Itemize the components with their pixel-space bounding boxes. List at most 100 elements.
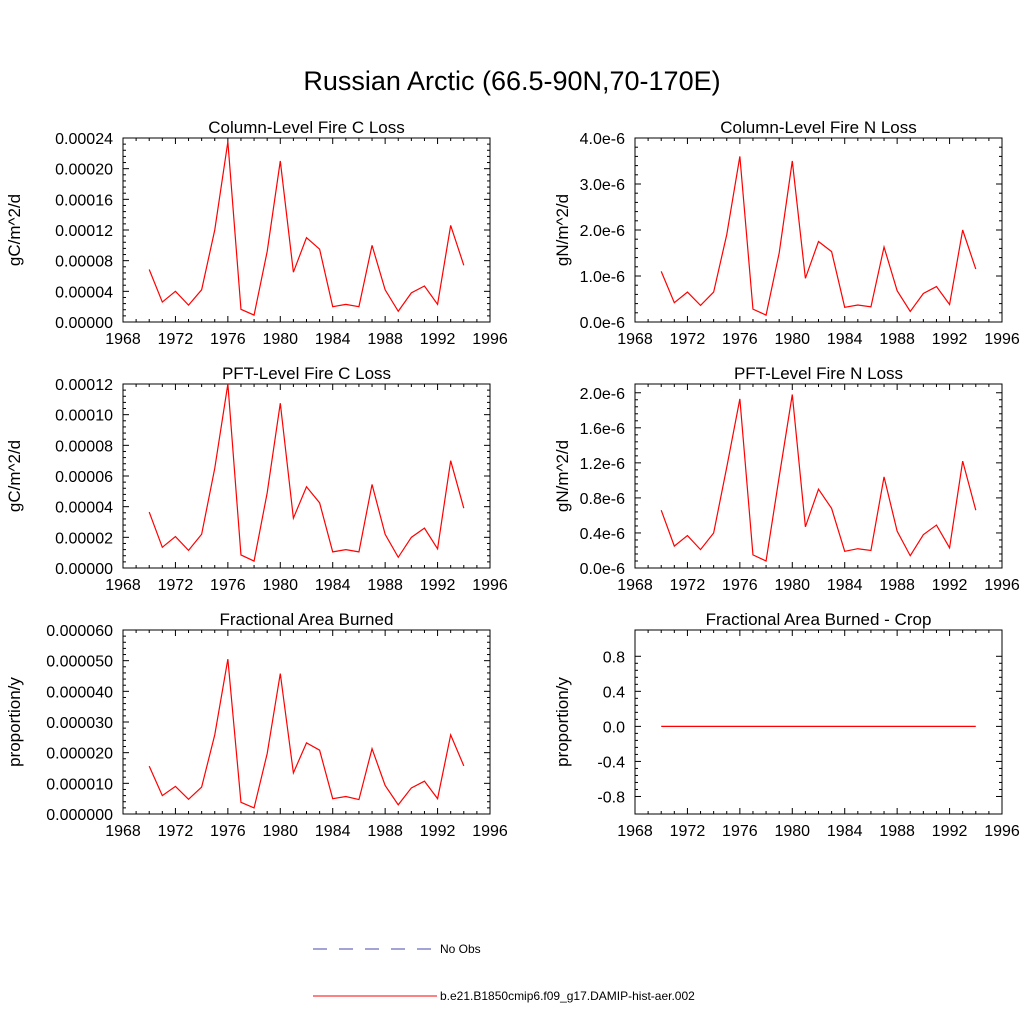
x-tick-label: 1984 — [827, 823, 863, 840]
x-tick-label: 1996 — [472, 823, 508, 840]
y-tick-label: 0.000020 — [46, 746, 113, 763]
y-tick-label: 2.0e-6 — [580, 386, 625, 403]
x-tick-label: 1996 — [472, 331, 508, 348]
y-axis-label: gC/m^2/d — [5, 194, 24, 266]
y-tick-label: 0.000040 — [46, 684, 113, 701]
y-tick-label: 0.00012 — [55, 223, 113, 240]
x-tick-label: 1968 — [105, 331, 141, 348]
plot-frame — [122, 629, 491, 815]
y-tick-label: 0.00002 — [55, 530, 113, 547]
y-tick-label: -0.4 — [597, 754, 625, 771]
y-tick-label: 0.000000 — [46, 807, 113, 824]
y-tick-label: 1.6e-6 — [580, 421, 625, 438]
legend-obs-label: No Obs — [440, 942, 481, 956]
x-tick-label: 1996 — [472, 577, 508, 594]
y-tick-label: 0.00012 — [55, 377, 113, 394]
x-tick-label: 1988 — [879, 577, 915, 594]
x-tick-label: 1976 — [210, 823, 246, 840]
legend-model-label: b.e21.B1850cmip6.f09_g17.DAMIP-hist-aer.… — [440, 989, 695, 1003]
y-tick-label: 0.0 — [603, 719, 625, 736]
panel-title: PFT-Level Fire N Loss — [734, 364, 903, 383]
x-tick-label: 1996 — [984, 823, 1020, 840]
panel-5: Fractional Area Burned 1968 1972 1976 1980 19… — [5, 610, 508, 840]
x-tick-label: 1992 — [420, 577, 456, 594]
x-tick-label: 1980 — [774, 577, 810, 594]
x-tick-label: 1992 — [420, 823, 456, 840]
y-tick-label: 1.0e-6 — [580, 269, 625, 286]
panel-6: Fractional Area Burned - Crop 1968 1972 197… — [553, 610, 1020, 840]
x-tick-label: 1980 — [262, 331, 298, 348]
y-tick-label: 0.00006 — [55, 469, 113, 486]
figure-title: Russian Arctic (66.5-90N,70-170E) — [303, 66, 720, 96]
x-tick-label: 1976 — [210, 577, 246, 594]
x-tick-label: 1992 — [932, 577, 968, 594]
x-tick-label: 1992 — [932, 823, 968, 840]
plot-frame — [634, 629, 1003, 815]
x-tick-label: 1988 — [367, 577, 403, 594]
x-tick-label: 1968 — [617, 577, 653, 594]
y-tick-label: 0.00004 — [55, 500, 113, 517]
y-axis-label: gN/m^2/d — [553, 440, 572, 512]
panel-title: Column-Level Fire N Loss — [720, 118, 917, 137]
x-tick-label: 1968 — [617, 331, 653, 348]
plot-frame — [122, 383, 491, 569]
x-tick-label: 1984 — [827, 331, 863, 348]
y-tick-label: 0.00000 — [55, 561, 113, 578]
y-tick-label: 0.000030 — [46, 715, 113, 732]
y-tick-label: 0.00000 — [55, 315, 113, 332]
x-tick-label: 1988 — [367, 331, 403, 348]
panel-1: Column-Level Fire C Loss 1968 1972 1976 1980… — [5, 118, 508, 348]
x-tick-label: 1972 — [670, 577, 706, 594]
y-axis-label: gN/m^2/d — [553, 194, 572, 266]
panel-title: Column-Level Fire C Loss — [208, 118, 405, 137]
y-axis-label: proportion/y — [553, 677, 572, 767]
y-tick-label: 0.00008 — [55, 254, 113, 271]
y-axis-label: proportion/y — [5, 677, 24, 767]
y-tick-label: 1.2e-6 — [580, 456, 625, 473]
x-tick-label: 1968 — [105, 577, 141, 594]
plot-frame — [634, 383, 1003, 569]
y-tick-label: 0.000060 — [46, 623, 113, 640]
y-tick-label: 0.0e-6 — [580, 561, 625, 578]
y-tick-label: 0.000010 — [46, 776, 113, 793]
x-tick-label: 1984 — [315, 577, 351, 594]
panel-title: PFT-Level Fire C Loss — [222, 364, 391, 383]
x-tick-label: 1980 — [774, 331, 810, 348]
x-tick-label: 1980 — [262, 577, 298, 594]
y-tick-label: 0.00020 — [55, 162, 113, 179]
x-tick-label: 1980 — [774, 823, 810, 840]
x-tick-label: 1976 — [210, 331, 246, 348]
series-line — [148, 659, 465, 809]
y-tick-label: 0.8e-6 — [580, 491, 625, 508]
x-tick-label: 1972 — [670, 823, 706, 840]
x-tick-label: 1972 — [670, 331, 706, 348]
y-tick-label: 0.00008 — [55, 438, 113, 455]
series-line — [148, 383, 465, 562]
x-tick-label: 1984 — [315, 331, 351, 348]
legend: No Obs b.e21.B1850cmip6.f09_g17.DAMIP-hi… — [313, 942, 695, 1003]
y-tick-label: 0.00024 — [55, 131, 113, 148]
panel-title: Fractional Area Burned — [220, 610, 394, 629]
panel-title: Fractional Area Burned - Crop — [706, 610, 932, 629]
x-tick-label: 1988 — [879, 823, 915, 840]
x-tick-label: 1980 — [262, 823, 298, 840]
series-line — [148, 141, 465, 316]
y-tick-label: 0.00016 — [55, 192, 113, 209]
y-tick-label: 3.0e-6 — [580, 177, 625, 194]
x-tick-label: 1972 — [158, 331, 194, 348]
x-tick-label: 1968 — [617, 823, 653, 840]
y-tick-label: 0.4 — [603, 684, 625, 701]
series-line — [660, 156, 977, 316]
y-tick-label: -0.8 — [597, 789, 625, 806]
x-tick-label: 1996 — [984, 577, 1020, 594]
y-tick-label: 0.00004 — [55, 284, 113, 301]
panels: Column-Level Fire C Loss 1968 1972 1976 1980… — [5, 118, 1020, 840]
x-tick-label: 1968 — [105, 823, 141, 840]
y-tick-label: 0.00010 — [55, 408, 113, 425]
y-tick-label: 4.0e-6 — [580, 131, 625, 148]
x-tick-label: 1988 — [367, 823, 403, 840]
y-tick-label: 0.4e-6 — [580, 526, 625, 543]
x-tick-label: 1992 — [420, 331, 456, 348]
x-tick-label: 1996 — [984, 331, 1020, 348]
